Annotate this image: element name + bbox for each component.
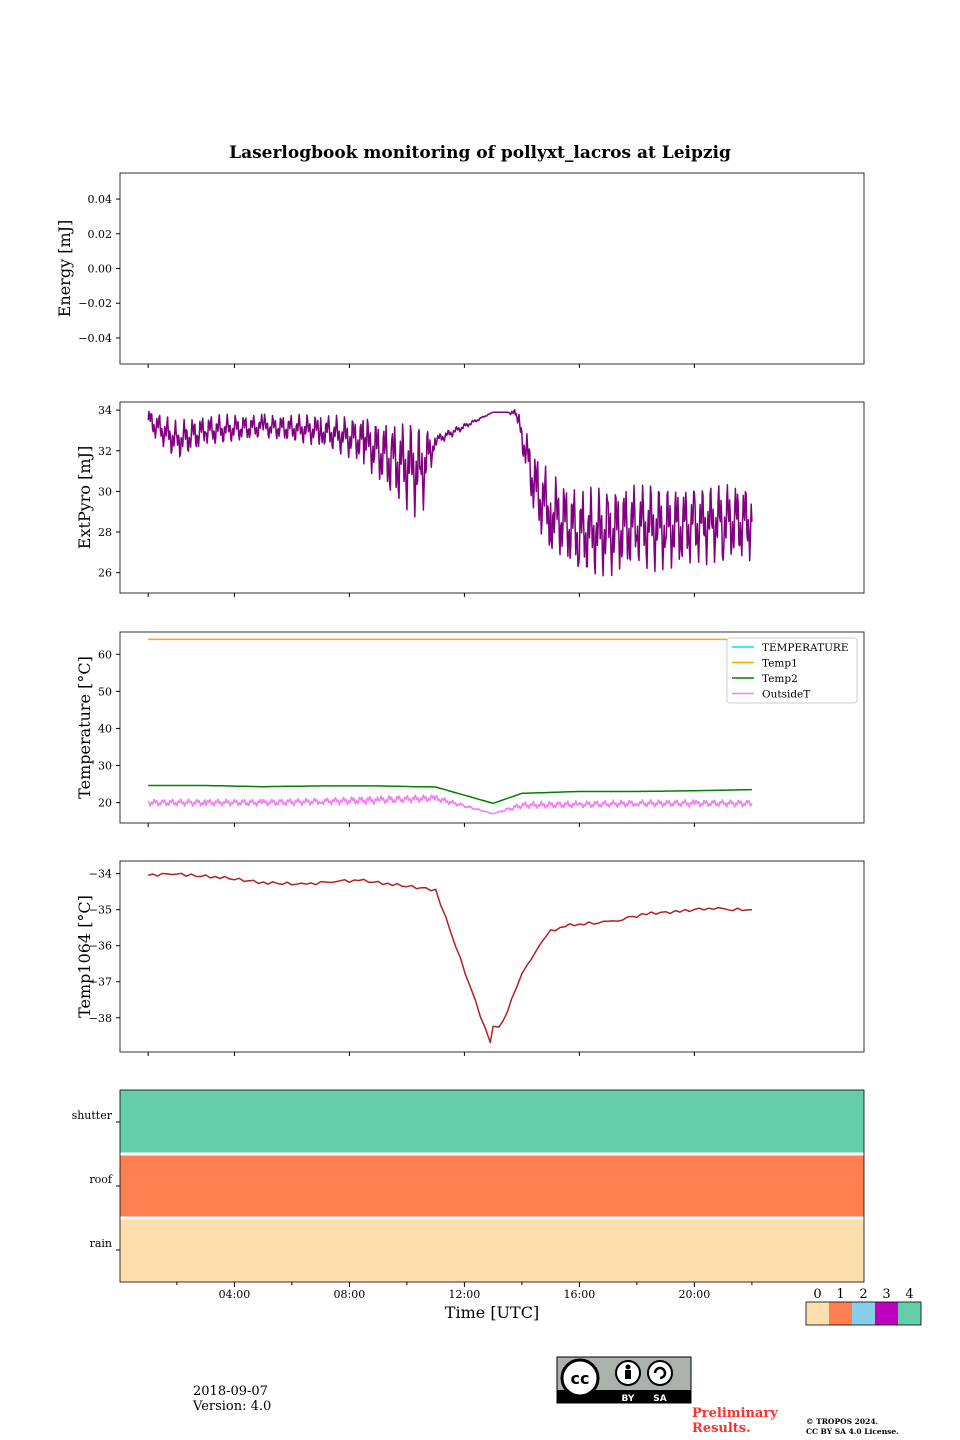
y-tick-label: −37 [89, 976, 112, 989]
y-tick-label: −34 [89, 868, 112, 881]
colorbar-swatch-0 [806, 1302, 829, 1325]
subplot-1: −0.04 −0.02 0.00 0.02 0.04 Energy [mJ] [55, 172, 865, 368]
license-label: CC BY SA 4.0 License. [806, 1427, 899, 1436]
series-line-temp2 [148, 784, 752, 805]
colorbar-tick-label: 4 [905, 1287, 913, 1302]
y-tick-label: 40 [98, 722, 112, 735]
colorbar-tick-label: 3 [882, 1287, 890, 1302]
colorbar-tick-label: 1 [836, 1287, 844, 1302]
status-band-shutter [120, 1090, 864, 1154]
y-tick-label: 30 [98, 485, 112, 498]
status-band-roof [120, 1154, 864, 1218]
y-tick-label: −0.04 [78, 332, 112, 345]
y-tick-label: 0.04 [88, 193, 113, 206]
series-line-data [147, 872, 752, 1044]
status-axes [119, 1089, 865, 1283]
badge-sa-label: SA [653, 1394, 666, 1404]
colorbar-tick-label: 2 [859, 1287, 867, 1302]
badge-by-label: BY [622, 1394, 635, 1404]
colorbar-swatch-3 [875, 1302, 898, 1325]
version-label: Version: 4.0 [193, 1399, 272, 1414]
row-label-shutter: shutter [72, 1109, 113, 1122]
row-label-rain: rain [90, 1237, 112, 1250]
x-tick-label: 08:00 [334, 1288, 366, 1301]
row-label-roof: roof [89, 1173, 113, 1186]
footer-info: 2018-09-07 Version: 4.0 [193, 1384, 271, 1414]
subplots: −0.04 −0.02 0.00 0.02 0.04 Energy [mJ] 26 28 30 3… [55, 172, 865, 1301]
colorbar-tick-label: 0 [813, 1287, 821, 1302]
legend-label: OutsideT [762, 689, 810, 701]
x-tick-label: 16:00 [564, 1288, 596, 1301]
date-label: 2018-09-07 [193, 1384, 268, 1399]
axes-frame [119, 401, 865, 594]
y-axis-label: ExtPyro [mJ] [75, 446, 94, 549]
subplot-4: −38 −37 −36 −35 −34 Temp1064 [°C] [75, 860, 865, 1056]
y-tick-label: 34 [98, 404, 112, 417]
legend-label: Temp2 [762, 673, 798, 685]
legend-label: Temp1 [762, 658, 798, 670]
y-axis-label: Temperature [°C] [75, 656, 94, 799]
axes-frame [119, 631, 865, 824]
svg-text:cc: cc [571, 1369, 590, 1388]
copyright-block: © TROPOS 2024. CC BY SA 4.0 License. [806, 1417, 899, 1437]
x-tick-label: 04:00 [219, 1288, 251, 1301]
y-tick-label: 20 [98, 797, 112, 810]
subplot-2: 26 28 30 32 34 ExtPyro [mJ] [75, 401, 865, 597]
y-tick-label: −36 [89, 940, 112, 953]
colorbar-frame [805, 1301, 922, 1326]
y-tick-label: 32 [98, 445, 112, 458]
chart-title: Laserlogbook monitoring of pollyxt_lacro… [229, 143, 731, 163]
axes-frame [119, 172, 865, 365]
y-tick-label: 60 [98, 648, 112, 661]
legend-box [726, 637, 858, 704]
y-tick-label: 50 [98, 685, 112, 698]
subplot-5: shutter roof rain 04:00 08:00 12:00 16:00 20:00 [72, 1089, 865, 1301]
x-tick-label: 12:00 [449, 1288, 481, 1301]
axes-frame [119, 860, 865, 1053]
cc-license-badge: cc BY SA [556, 1356, 692, 1404]
y-tick-label: 0.02 [88, 228, 113, 241]
y-tick-label: 0.00 [88, 263, 113, 276]
preliminary-results-label: Preliminary Results. [692, 1406, 778, 1436]
y-axis-label: Energy [mJ] [55, 220, 74, 318]
y-tick-label: 28 [98, 526, 112, 539]
y-tick-label: −35 [89, 904, 112, 917]
y-axis-label: Temp1064 [°C] [75, 895, 94, 1018]
subplot-3: 20 30 40 50 60 Temperature [°C] TEMPERATURE Tem… [75, 631, 865, 827]
colorbar-swatch-2 [852, 1302, 875, 1325]
y-tick-label: −0.02 [78, 297, 112, 310]
y-tick-label: 30 [98, 760, 112, 773]
series-line-outsidet [147, 794, 753, 815]
colorbar-swatch-1 [829, 1302, 852, 1325]
status-band-rain [120, 1218, 864, 1282]
copyright-label: © TROPOS 2024. [806, 1417, 879, 1426]
y-tick-label: 26 [98, 567, 112, 580]
x-axis-label: Time [UTC] [445, 1303, 539, 1322]
series-line-data [147, 409, 753, 577]
cc-icon [560, 1358, 600, 1398]
sa-share-alike-icon [647, 1360, 673, 1386]
x-tick-label: 20:00 [679, 1288, 711, 1301]
colorbar-swatch-4 [898, 1302, 921, 1325]
y-tick-label: −38 [89, 1012, 112, 1025]
legend-label: TEMPERATURE [762, 642, 849, 654]
